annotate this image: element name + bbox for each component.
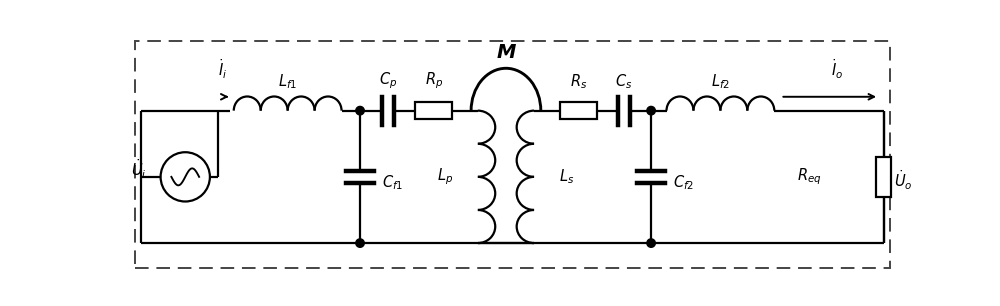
Text: $C_s$: $C_s$ xyxy=(615,72,633,91)
Text: $R_{eq}$: $R_{eq}$ xyxy=(797,166,822,187)
Text: $L_{f1}$: $L_{f1}$ xyxy=(278,72,297,91)
Circle shape xyxy=(356,106,364,115)
Text: $L_{f2}$: $L_{f2}$ xyxy=(711,72,730,91)
Circle shape xyxy=(647,106,655,115)
Bar xyxy=(876,157,891,197)
Text: $R_p$: $R_p$ xyxy=(425,70,443,91)
Text: $\dot{U}_o$: $\dot{U}_o$ xyxy=(894,169,913,192)
Text: $R_s$: $R_s$ xyxy=(570,72,587,91)
Bar xyxy=(560,102,597,119)
Text: $C_p$: $C_p$ xyxy=(379,70,397,91)
Text: M: M xyxy=(496,43,516,62)
Circle shape xyxy=(356,239,364,247)
Circle shape xyxy=(161,152,210,201)
Text: $C_{f2}$: $C_{f2}$ xyxy=(673,174,694,192)
Text: $L_s$: $L_s$ xyxy=(559,167,574,186)
Text: $\dot{I}_i$: $\dot{I}_i$ xyxy=(218,58,227,81)
Text: $C_{f1}$: $C_{f1}$ xyxy=(382,174,403,192)
Text: $L_p$: $L_p$ xyxy=(437,166,453,187)
Text: $\dot{I}_o$: $\dot{I}_o$ xyxy=(831,58,844,81)
Bar xyxy=(415,102,452,119)
Circle shape xyxy=(647,239,655,247)
Text: $\dot{U}_i$: $\dot{U}_i$ xyxy=(131,157,147,181)
